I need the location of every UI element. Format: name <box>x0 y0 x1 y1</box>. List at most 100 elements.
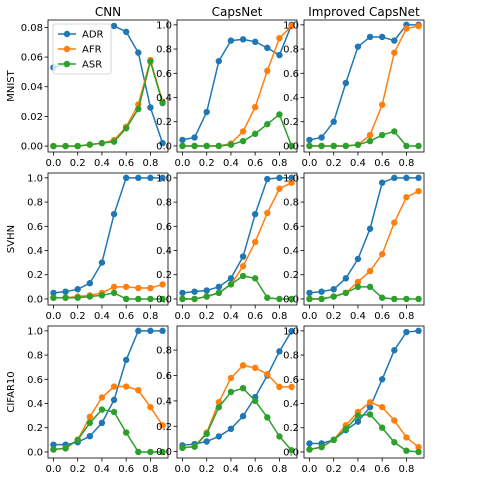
y-tick-label: 1.0 <box>283 173 299 184</box>
data-point-afr <box>110 283 118 291</box>
x-tick-label: 0.0 <box>302 464 318 475</box>
axes-frame <box>47 325 169 459</box>
data-point-afr <box>403 194 410 201</box>
y-tick-label: 0.4 <box>283 399 299 410</box>
data-point-asr <box>391 439 398 446</box>
data-point-adr <box>110 210 118 218</box>
data-point-adr <box>366 225 374 232</box>
y-tick-label: 0.6 <box>27 375 43 386</box>
data-point-adr <box>62 288 69 295</box>
legend-label-adr: ADR <box>82 30 104 41</box>
data-point-adr <box>215 57 223 65</box>
data-point-asr <box>50 294 57 301</box>
data-point-adr <box>135 49 142 56</box>
data-point-adr <box>74 286 81 293</box>
data-point-adr <box>306 289 313 297</box>
x-tick-label: 0.8 <box>142 311 158 322</box>
panel-mnist-2: 0.0 0.2 0.4 0.6 0.8 0.0 0.2 0.4 0.6 0.8 1.0 <box>283 19 425 169</box>
data-point-adr <box>403 174 410 182</box>
data-point-asr <box>415 295 422 303</box>
data-point-asr <box>179 142 186 150</box>
x-tick-label: 0.6 <box>374 464 390 475</box>
axes-frame <box>47 172 169 306</box>
axes-frame <box>176 325 298 459</box>
data-point-adr <box>342 275 350 282</box>
data-point-adr <box>86 433 94 440</box>
y-tick-label: 0.8 <box>156 346 172 357</box>
data-point-afr <box>276 34 283 42</box>
data-point-asr <box>354 283 362 291</box>
data-point-adr <box>110 22 118 30</box>
data-point-asr <box>191 295 198 303</box>
data-point-asr <box>86 419 94 427</box>
data-point-asr <box>391 128 398 135</box>
series-line-asr <box>53 292 163 300</box>
x-tick-label: 0.2 <box>326 311 342 322</box>
data-point-adr <box>227 37 235 44</box>
series-line-adr <box>53 177 163 294</box>
data-point-asr <box>288 295 295 303</box>
data-point-adr <box>215 283 223 291</box>
data-point-adr <box>276 348 283 355</box>
data-point-asr <box>191 142 198 150</box>
y-tick-label: 0.0 <box>156 294 172 305</box>
data-point-asr <box>239 272 247 280</box>
data-point-asr <box>276 111 283 118</box>
data-point-asr <box>239 384 247 392</box>
y-tick-label: 0.0 <box>156 141 172 152</box>
data-point-afr <box>288 179 295 186</box>
data-point-adr <box>122 356 130 364</box>
series-line-asr <box>53 58 164 147</box>
x-tick-label: 0.0 <box>46 464 62 475</box>
data-point-adr <box>191 134 198 141</box>
y-tick-label: 0.4 <box>156 93 172 104</box>
series-line-afr <box>182 182 292 300</box>
y-tick-label: 1.0 <box>27 173 43 184</box>
y-tick-label: 0.0 <box>283 294 299 305</box>
data-point-asr <box>227 388 235 396</box>
x-tick-label: 0.8 <box>142 464 158 475</box>
axes-frame <box>303 325 425 459</box>
x-tick-label: 0.0 <box>175 311 191 322</box>
series-line-asr <box>309 130 419 147</box>
data-point-adr <box>239 412 247 420</box>
data-point-afr <box>86 413 94 421</box>
legend-label-asr: ASR <box>82 60 102 71</box>
data-point-adr <box>135 327 142 335</box>
series-line-afr <box>182 364 292 449</box>
data-point-adr <box>342 79 350 87</box>
data-point-adr <box>276 174 283 182</box>
data-point-asr <box>415 448 422 456</box>
y-tick-label: 0.4 <box>283 93 299 104</box>
data-point-asr <box>330 436 337 444</box>
data-point-asr <box>98 139 106 147</box>
data-point-asr <box>288 447 295 454</box>
y-tick-label: 1.0 <box>283 326 299 337</box>
data-point-asr <box>306 446 313 453</box>
y-tick-label: 0.0 <box>283 447 299 458</box>
panel-svhn-1: 0.0 0.2 0.4 0.6 0.8 0.0 0.2 0.4 0.6 0.8 1.0 <box>156 172 298 322</box>
data-point-adr <box>50 289 57 297</box>
data-point-adr <box>330 118 337 125</box>
data-point-asr <box>227 281 235 288</box>
y-tick-label: 0.0 <box>283 141 299 152</box>
y-tick-label: 1.0 <box>156 20 172 31</box>
data-point-asr <box>403 295 410 303</box>
data-point-asr <box>74 294 81 301</box>
x-tick-label: 0.6 <box>118 311 134 322</box>
data-point-adr <box>415 174 422 182</box>
data-point-adr <box>159 174 166 182</box>
y-tick-label: 0.0 <box>27 447 43 458</box>
data-point-adr <box>159 139 166 147</box>
data-point-adr <box>147 104 154 111</box>
x-tick-label: 0.8 <box>398 311 414 322</box>
y-tick-label: 0.8 <box>283 45 299 56</box>
data-point-asr <box>110 408 118 416</box>
data-point-afr <box>276 383 283 391</box>
data-point-afr <box>147 403 154 411</box>
series-line-adr <box>309 177 419 294</box>
data-point-asr <box>50 446 57 453</box>
series-line-adr <box>53 330 163 446</box>
series-line-asr <box>182 387 293 451</box>
axes-frame <box>303 19 425 153</box>
